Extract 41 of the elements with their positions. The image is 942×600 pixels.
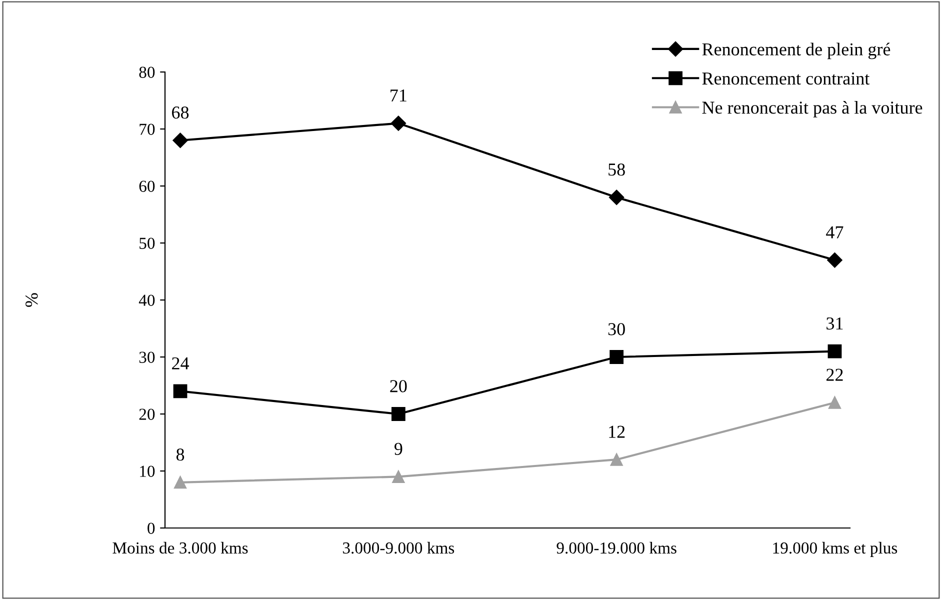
data-label: 22 bbox=[826, 368, 843, 381]
y-tick-label: 20 bbox=[139, 408, 155, 420]
data-label: 12 bbox=[609, 426, 625, 438]
data-label: 31 bbox=[826, 317, 843, 330]
data-label: 68 bbox=[172, 106, 189, 119]
y-tick-label: 70 bbox=[140, 124, 155, 135]
point bbox=[827, 252, 842, 268]
data-label: 9 bbox=[394, 442, 402, 455]
legend-label: Renoncement contraint bbox=[702, 72, 870, 85]
data-label: 71 bbox=[390, 89, 406, 102]
point bbox=[174, 476, 187, 489]
point bbox=[390, 116, 406, 131]
data-label: 30 bbox=[608, 323, 625, 336]
point bbox=[392, 470, 405, 483]
y-tick-label: 80 bbox=[139, 66, 155, 78]
point bbox=[173, 384, 188, 398]
legend-label: Renoncement de plein gré bbox=[702, 42, 890, 60]
y-tick-label: 30 bbox=[139, 352, 155, 363]
point bbox=[610, 350, 624, 364]
point bbox=[828, 396, 841, 409]
x-tick-label: 3.000-9.000 kms bbox=[342, 542, 454, 554]
data-label: 47 bbox=[826, 226, 844, 238]
point bbox=[391, 407, 406, 421]
y-tick-label: 60 bbox=[139, 180, 155, 192]
legend-label: Ne renoncerait pas à la voiture bbox=[702, 101, 922, 118]
data-label: 58 bbox=[608, 163, 625, 176]
x-tick-label: 9.000-19.000 kms bbox=[556, 542, 676, 554]
y-tick-label: 10 bbox=[140, 466, 155, 477]
y-axis-title: % bbox=[26, 293, 38, 307]
y-tick-label: 40 bbox=[138, 294, 155, 306]
point bbox=[609, 190, 624, 205]
point bbox=[172, 132, 188, 148]
x-tick-label: Moins de 3.000 kms bbox=[112, 542, 248, 554]
y-tick-label: 0 bbox=[148, 522, 155, 534]
x-tick-label: 19.000 kms et plus bbox=[773, 542, 898, 558]
point bbox=[828, 344, 842, 358]
point bbox=[610, 453, 623, 466]
data-label: 24 bbox=[172, 357, 190, 370]
y-tick-label: 50 bbox=[140, 238, 155, 249]
data-label: 20 bbox=[390, 380, 407, 392]
data-label: 8 bbox=[176, 448, 184, 461]
